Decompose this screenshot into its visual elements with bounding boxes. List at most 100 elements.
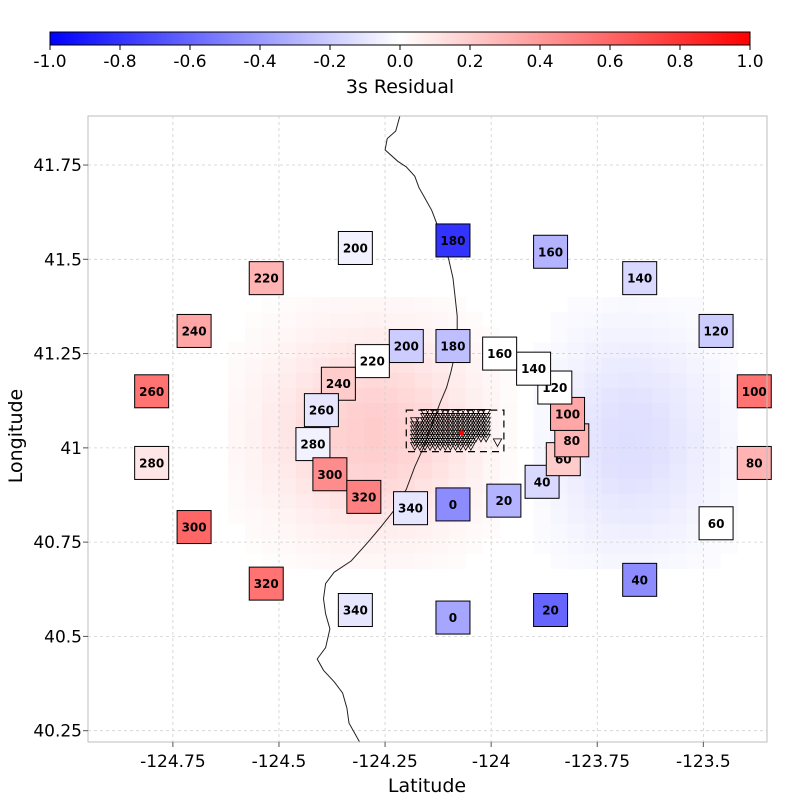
heatmap-cell [635,462,653,479]
colorbar-tick-label: -0.4 [243,52,276,72]
heatmap-cell [686,297,704,313]
heatmap-cell [635,357,653,373]
heatmap-cell [499,372,518,389]
heatmap-cell [686,553,704,570]
azimuth-box-label: 0 [449,498,457,512]
heatmap-cell [346,538,365,554]
azimuth-box-fill [516,351,552,386]
heatmap-cell [584,312,602,328]
azimuth-box-fill [354,344,390,379]
heatmap-cell [295,327,314,343]
azimuth-box: 280 [295,427,331,462]
azimuth-box: 60 [698,506,734,541]
heatmap-cell [363,417,382,434]
colorbar-tick-label: 0.6 [596,52,623,72]
colorbar-tick-label: 0.2 [456,52,483,72]
colorbar-bar [49,31,751,46]
heatmap-cell [601,297,619,313]
heatmap-cell [228,357,246,373]
heatmap-cell [567,478,586,494]
heatmap-cell [601,523,619,539]
heatmap-cell [618,508,636,524]
heatmap-cell [618,297,636,313]
heatmap-cell [618,493,636,509]
colorbar-tick-label: 0.8 [666,52,693,72]
heatmap-cell [397,372,416,389]
heatmap-cell [669,538,687,554]
heatmap-cell [346,432,365,449]
heatmap-cell [346,327,365,343]
heatmap-cell [720,447,738,464]
heatmap-cell [261,387,280,404]
heatmap-cell [312,538,331,554]
azimuth-box-fill [295,427,331,462]
heatmap-cell [245,417,263,434]
heatmap-cell [635,417,653,434]
heatmap-cell [380,447,399,464]
azimuth-box-label: 320 [254,577,279,591]
heatmap-cell [329,493,348,509]
heatmap-cell [669,417,687,434]
heatmap-cell [312,523,331,539]
grid-lines [88,116,767,742]
heatmap-cell [329,523,348,539]
heatmap-cell [380,312,399,328]
azimuth-box: 220 [248,261,284,296]
heatmap-cell [397,312,416,328]
heatmap-cell [584,372,602,389]
azimuth-box: 260 [303,393,339,428]
heatmap-cell [686,493,704,509]
colorbar-tick-label: 0.0 [386,52,413,72]
heatmap-cell [346,297,365,313]
heatmap-cell [346,417,365,434]
heatmap-cell [295,538,314,554]
heatmap-cell [601,312,619,328]
azimuth-box: 180 [435,329,471,364]
azimuth-box-fill [435,329,471,364]
coastline [316,116,458,742]
heatmap-cell [261,342,280,358]
heatmap-cell [448,462,467,479]
azimuth-box-label: 220 [360,355,385,369]
heatmap-cell [228,493,246,509]
heatmap-cell [686,447,704,464]
heatmap-cell [363,312,382,328]
azimuth-box-fill [622,261,658,296]
heatmap-cell [618,432,636,449]
heatmap-cell [278,342,297,358]
heatmap-cell [448,387,467,404]
heatmap-cell [584,387,602,404]
heatmap-cell [278,312,297,328]
heatmap-cell [618,372,636,389]
heatmap-cell [448,553,467,570]
heatmap-cell [295,357,314,373]
heatmap-cell [295,493,314,509]
heatmap-cell [533,508,552,524]
heatmap-cell [720,478,738,494]
heatmap-cell [228,432,246,449]
heatmap-cell [652,417,670,434]
heatmap-cell [584,493,602,509]
azimuth-box-fill [698,506,734,541]
azimuth-box-label: 0 [449,611,457,625]
heatmap-cell [669,508,687,524]
heatmap-cell [635,387,653,404]
heatmap-cell [228,402,246,419]
heatmap-cell [618,342,636,358]
heatmap-cell [228,387,246,404]
heatmap-cell [652,357,670,373]
heatmap-cell [380,402,399,419]
heatmap-cell [652,523,670,539]
heatmap-cell [618,327,636,343]
heatmap-cell [245,462,263,479]
heatmap-cell [312,553,331,570]
heatmap-cell [261,357,280,373]
heatmap-cell [380,387,399,404]
azimuth-box-fill [248,261,284,296]
heatmap-cell [652,342,670,358]
heatmap-cell [567,538,586,554]
heatmap-cell [635,538,653,554]
station-highlight [458,430,464,436]
heatmap-cell [245,327,263,343]
heatmap-cell [618,357,636,373]
